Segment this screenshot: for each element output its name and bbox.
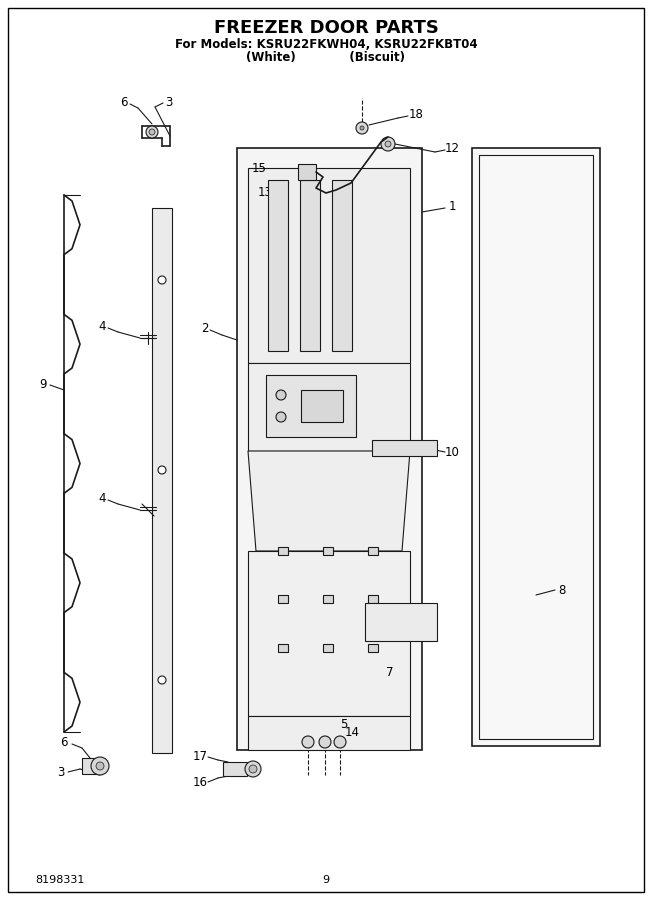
- Bar: [323, 644, 333, 652]
- Text: (White)             (Biscuit): (White) (Biscuit): [246, 50, 406, 64]
- Bar: [323, 547, 333, 555]
- Text: 17: 17: [192, 750, 207, 762]
- Circle shape: [158, 676, 166, 684]
- Polygon shape: [248, 451, 410, 551]
- Bar: [268, 180, 288, 351]
- Circle shape: [385, 141, 391, 147]
- Text: For Models: KSRU22FKWH04, KSRU22FKBT04: For Models: KSRU22FKWH04, KSRU22FKBT04: [175, 38, 477, 50]
- Text: 8: 8: [558, 583, 566, 597]
- Circle shape: [245, 761, 261, 777]
- Text: 4: 4: [98, 320, 106, 334]
- Text: 6: 6: [120, 96, 128, 110]
- Text: 16: 16: [192, 777, 207, 789]
- Text: 2: 2: [201, 322, 209, 336]
- Bar: [365, 603, 437, 641]
- Bar: [248, 716, 410, 750]
- Text: 3: 3: [166, 95, 173, 109]
- Circle shape: [146, 126, 158, 138]
- Text: 5: 5: [340, 717, 348, 731]
- Text: 8198331: 8198331: [35, 875, 84, 885]
- Bar: [223, 762, 247, 776]
- Bar: [82, 758, 100, 774]
- Text: 10: 10: [445, 446, 460, 458]
- Circle shape: [158, 466, 166, 474]
- Circle shape: [96, 762, 104, 770]
- Text: 15: 15: [252, 163, 267, 176]
- Bar: [472, 148, 600, 746]
- Circle shape: [91, 757, 109, 775]
- Text: 12: 12: [445, 142, 460, 156]
- Bar: [301, 390, 343, 422]
- Text: 4: 4: [98, 492, 106, 506]
- Bar: [152, 208, 172, 753]
- Circle shape: [149, 129, 155, 135]
- Bar: [278, 644, 288, 652]
- Text: 7: 7: [386, 665, 394, 679]
- Bar: [248, 168, 410, 363]
- Text: 9: 9: [323, 875, 329, 885]
- Text: 14: 14: [344, 726, 359, 740]
- Circle shape: [334, 736, 346, 748]
- Circle shape: [158, 276, 166, 284]
- Text: 9: 9: [39, 377, 47, 391]
- Circle shape: [249, 765, 257, 773]
- Circle shape: [360, 126, 364, 130]
- Bar: [323, 595, 333, 603]
- Text: 3: 3: [57, 767, 65, 779]
- Bar: [298, 164, 316, 180]
- Bar: [266, 375, 356, 437]
- Text: 6: 6: [60, 735, 68, 749]
- Bar: [368, 595, 378, 603]
- Circle shape: [381, 137, 395, 151]
- Bar: [372, 440, 437, 456]
- Text: 18: 18: [409, 109, 423, 122]
- Text: 13: 13: [258, 186, 273, 200]
- Circle shape: [319, 736, 331, 748]
- Bar: [237, 148, 422, 750]
- Bar: [368, 547, 378, 555]
- Bar: [332, 180, 352, 351]
- Circle shape: [356, 122, 368, 134]
- Bar: [479, 155, 593, 739]
- Text: FREEZER DOOR PARTS: FREEZER DOOR PARTS: [214, 19, 438, 37]
- Circle shape: [276, 412, 286, 422]
- Bar: [248, 363, 410, 451]
- Circle shape: [276, 390, 286, 400]
- Bar: [278, 547, 288, 555]
- Text: 1: 1: [449, 201, 456, 213]
- Bar: [300, 180, 320, 351]
- Bar: [368, 644, 378, 652]
- Bar: [278, 595, 288, 603]
- Bar: [248, 551, 410, 716]
- Circle shape: [302, 736, 314, 748]
